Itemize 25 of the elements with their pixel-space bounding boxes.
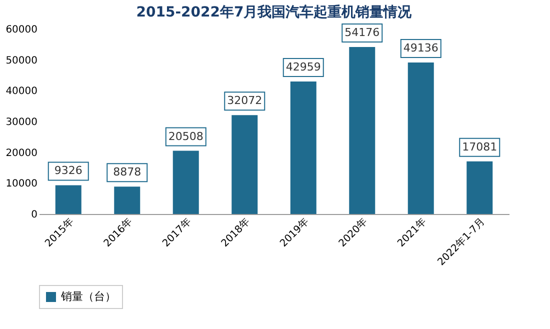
bar bbox=[466, 161, 493, 214]
data-label: 20508 bbox=[168, 130, 204, 143]
data-label: 42959 bbox=[286, 60, 321, 74]
y-tick-label: 20000 bbox=[6, 148, 38, 159]
data-label: 17081 bbox=[462, 140, 498, 154]
data-label: 9326 bbox=[54, 164, 82, 178]
bar bbox=[349, 46, 376, 214]
y-tick-label: 60000 bbox=[6, 24, 38, 36]
y-tick-label: 40000 bbox=[6, 86, 38, 98]
y-tick-label: 30000 bbox=[6, 117, 38, 128]
data-label: 49136 bbox=[403, 41, 438, 54]
data-label: 54176 bbox=[344, 26, 380, 39]
data-label: 8878 bbox=[113, 166, 142, 179]
data-label: 32072 bbox=[227, 94, 262, 108]
y-tick-label: 10000 bbox=[6, 178, 38, 190]
bar bbox=[114, 186, 140, 214]
bar bbox=[408, 62, 434, 214]
bar bbox=[232, 115, 258, 214]
legend-label: 销量（台） bbox=[60, 290, 116, 303]
y-tick-label: 0 bbox=[31, 210, 38, 220]
bar bbox=[172, 150, 199, 214]
bar bbox=[290, 82, 316, 214]
bar bbox=[55, 185, 82, 214]
y-tick-label: 50000 bbox=[6, 55, 38, 66]
chart-title: 2015-2022年7月我国汽车起重机销量情况 bbox=[136, 3, 413, 20]
